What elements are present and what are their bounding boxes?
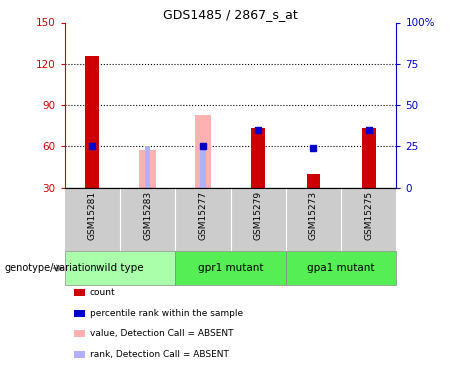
Text: gpa1 mutant: gpa1 mutant	[307, 263, 375, 273]
Text: GSM15281: GSM15281	[88, 190, 97, 240]
Text: count: count	[90, 288, 116, 297]
Text: GSM15273: GSM15273	[309, 190, 318, 240]
Bar	[307, 174, 320, 188]
Text: gpr1 mutant: gpr1 mutant	[198, 263, 263, 273]
Bar	[362, 128, 376, 188]
Bar	[175, 251, 286, 285]
Bar	[200, 146, 206, 188]
Text: GSM15275: GSM15275	[364, 190, 373, 240]
Bar	[195, 115, 211, 188]
Bar	[139, 150, 156, 188]
Text: GSM15277: GSM15277	[198, 190, 207, 240]
Text: GSM15283: GSM15283	[143, 190, 152, 240]
Text: percentile rank within the sample: percentile rank within the sample	[90, 309, 243, 318]
Text: value, Detection Call = ABSENT: value, Detection Call = ABSENT	[90, 329, 233, 338]
Bar	[251, 128, 265, 188]
Bar	[286, 251, 396, 285]
Title: GDS1485 / 2867_s_at: GDS1485 / 2867_s_at	[163, 8, 298, 21]
Bar	[65, 251, 175, 285]
Text: wild type: wild type	[96, 263, 144, 273]
Text: genotype/variation: genotype/variation	[5, 263, 97, 273]
Bar	[85, 56, 99, 188]
Text: GSM15279: GSM15279	[254, 190, 263, 240]
Bar	[145, 146, 150, 188]
Text: rank, Detection Call = ABSENT: rank, Detection Call = ABSENT	[90, 350, 229, 359]
